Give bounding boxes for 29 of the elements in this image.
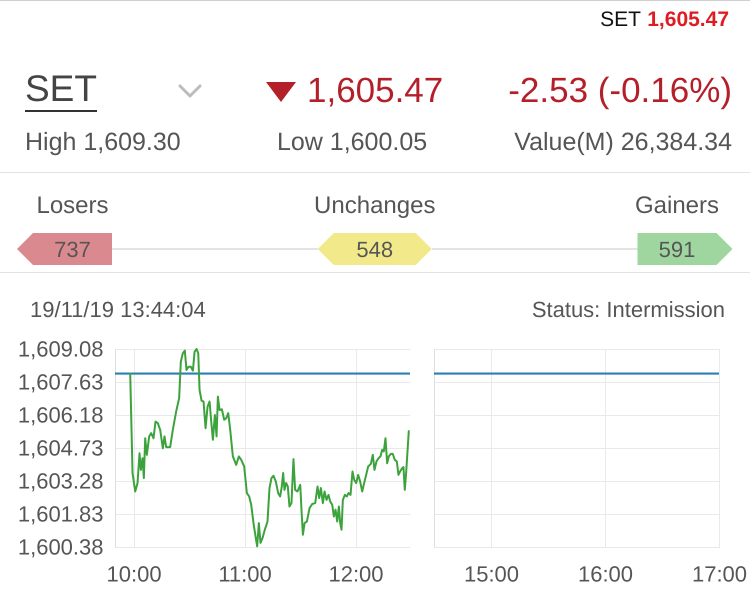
x-tick-label: 17:00 — [692, 562, 748, 586]
category-label: Unchanges — [314, 192, 436, 219]
text: Status: Intermission — [532, 297, 725, 322]
data-label: 548 — [356, 237, 394, 262]
x-tick-label: 15:00 — [464, 562, 520, 586]
text: SET — [25, 68, 97, 112]
chart-title: 19/11/19 13:44:04 — [30, 297, 206, 322]
text: 1,605.47 — [647, 7, 729, 33]
text: 1,605.47 — [307, 70, 444, 112]
x-tick-label: 16:00 — [578, 562, 634, 586]
text: SET — [600, 7, 641, 33]
category-label: Gainers — [634, 192, 720, 219]
data-label: 737 — [54, 237, 91, 262]
text: High 1,609.30 — [25, 127, 181, 157]
x-tick-label: 12:00 — [328, 562, 384, 586]
text: Value(M) 26,384.34 — [514, 127, 732, 157]
text: -2.53 (-0.16%) — [508, 70, 732, 112]
y-tick-label: 1,604.73 — [18, 436, 104, 460]
y-tick-label: 1,600.38 — [18, 534, 104, 560]
y-tick-label: 1,606.18 — [18, 402, 104, 428]
x-tick-label: 11:00 — [218, 562, 272, 586]
x-tick-label: 10:00 — [106, 562, 162, 586]
y-tick-label: 1,609.08 — [18, 336, 104, 362]
data-label: 591 — [658, 237, 696, 262]
y-tick-label: 1,603.28 — [18, 468, 104, 494]
text: Low 1,600.05 — [277, 127, 428, 157]
y-tick-label: 1,607.63 — [18, 370, 104, 394]
category-label: Losers — [36, 192, 109, 219]
y-tick-label: 1,601.83 — [18, 502, 104, 526]
